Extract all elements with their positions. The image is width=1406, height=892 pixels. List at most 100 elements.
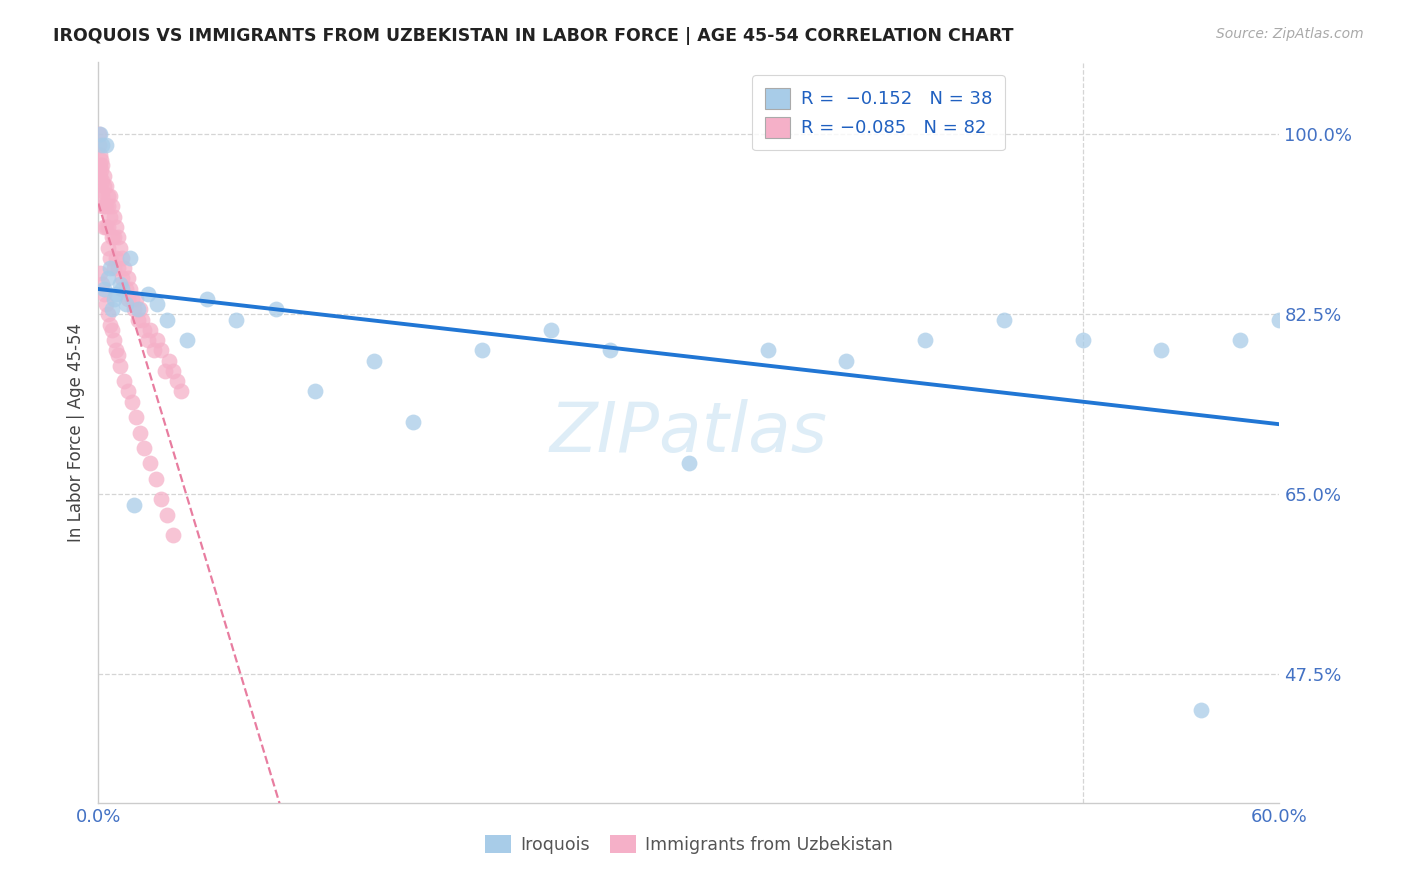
Point: [115, 282, 138, 296]
Point: [96, 199, 118, 213]
Point: [98, 210, 121, 224]
Point: [170, 384, 193, 399]
Point: [127, 302, 149, 317]
Point: [115, 297, 138, 311]
Point: [117, 271, 139, 285]
Point: [91, 277, 114, 291]
Point: [93, 286, 115, 301]
Text: Source: ZipAtlas.com: Source: ZipAtlas.com: [1216, 27, 1364, 41]
Point: [98, 189, 121, 203]
Point: [264, 302, 287, 317]
Point: [97, 199, 120, 213]
Point: [89, 169, 111, 183]
Point: [111, 251, 134, 265]
Point: [101, 199, 124, 213]
Legend: Iroquois, Immigrants from Uzbekistan: Iroquois, Immigrants from Uzbekistan: [478, 828, 900, 861]
Point: [176, 333, 198, 347]
Point: [540, 323, 562, 337]
Point: [111, 282, 134, 296]
Point: [125, 292, 148, 306]
Point: [103, 230, 125, 244]
Point: [101, 302, 124, 317]
Point: [93, 169, 115, 183]
Point: [117, 384, 139, 399]
Point: [136, 333, 159, 347]
Point: [1071, 333, 1094, 347]
Point: [145, 472, 167, 486]
Point: [89, 148, 111, 162]
Point: [89, 128, 111, 142]
Text: IROQUOIS VS IMMIGRANTS FROM UZBEKISTAN IN LABOR FORCE | AGE 45-54 CORRELATION CH: IROQUOIS VS IMMIGRANTS FROM UZBEKISTAN I…: [53, 27, 1014, 45]
Point: [93, 178, 115, 193]
Text: ZIPatlas: ZIPatlas: [550, 399, 828, 467]
Y-axis label: In Labor Force | Age 45-54: In Labor Force | Age 45-54: [66, 323, 84, 542]
Point: [363, 353, 385, 368]
Point: [93, 219, 115, 234]
Point: [89, 158, 111, 172]
Point: [89, 266, 111, 280]
Point: [96, 178, 118, 193]
Point: [112, 261, 135, 276]
Point: [91, 199, 114, 213]
Point: [105, 286, 128, 301]
Point: [914, 333, 936, 347]
Point: [125, 410, 148, 425]
Point: [98, 318, 121, 332]
Point: [150, 343, 173, 358]
Point: [1268, 312, 1291, 326]
Point: [162, 364, 184, 378]
Point: [101, 230, 124, 244]
Point: [1189, 703, 1212, 717]
Point: [162, 528, 184, 542]
Point: [97, 240, 120, 254]
Point: [97, 271, 120, 285]
Point: [103, 292, 125, 306]
Point: [599, 343, 621, 358]
Point: [132, 323, 155, 337]
Point: [107, 349, 129, 363]
Point: [156, 312, 179, 326]
Point: [96, 137, 118, 152]
Point: [132, 441, 155, 455]
Point: [105, 251, 128, 265]
Point: [111, 271, 134, 285]
Point: [146, 297, 169, 311]
Point: [96, 297, 118, 311]
Point: [97, 189, 120, 203]
Point: [1150, 343, 1173, 358]
Point: [112, 374, 135, 388]
Point: [107, 261, 129, 276]
Point: [225, 312, 247, 326]
Point: [87, 128, 110, 142]
Point: [128, 425, 150, 440]
Point: [146, 333, 169, 347]
Point: [121, 394, 143, 409]
Point: [138, 323, 160, 337]
Point: [98, 261, 121, 276]
Point: [91, 158, 114, 172]
Point: [103, 261, 125, 276]
Point: [96, 219, 118, 234]
Point: [150, 492, 173, 507]
Point: [835, 353, 858, 368]
Point: [98, 251, 121, 265]
Point: [118, 251, 141, 265]
Point: [89, 137, 111, 152]
Point: [402, 415, 425, 429]
Point: [107, 230, 129, 244]
Point: [91, 137, 114, 152]
Point: [108, 359, 131, 373]
Point: [993, 312, 1015, 326]
Point: [138, 457, 160, 471]
Point: [97, 219, 120, 234]
Point: [117, 292, 139, 306]
Point: [121, 292, 143, 306]
Point: [101, 323, 124, 337]
Point: [103, 210, 125, 224]
Point: [91, 189, 114, 203]
Point: [128, 302, 150, 317]
Point: [93, 199, 115, 213]
Point: [156, 508, 179, 522]
Point: [678, 457, 700, 471]
Point: [471, 343, 494, 358]
